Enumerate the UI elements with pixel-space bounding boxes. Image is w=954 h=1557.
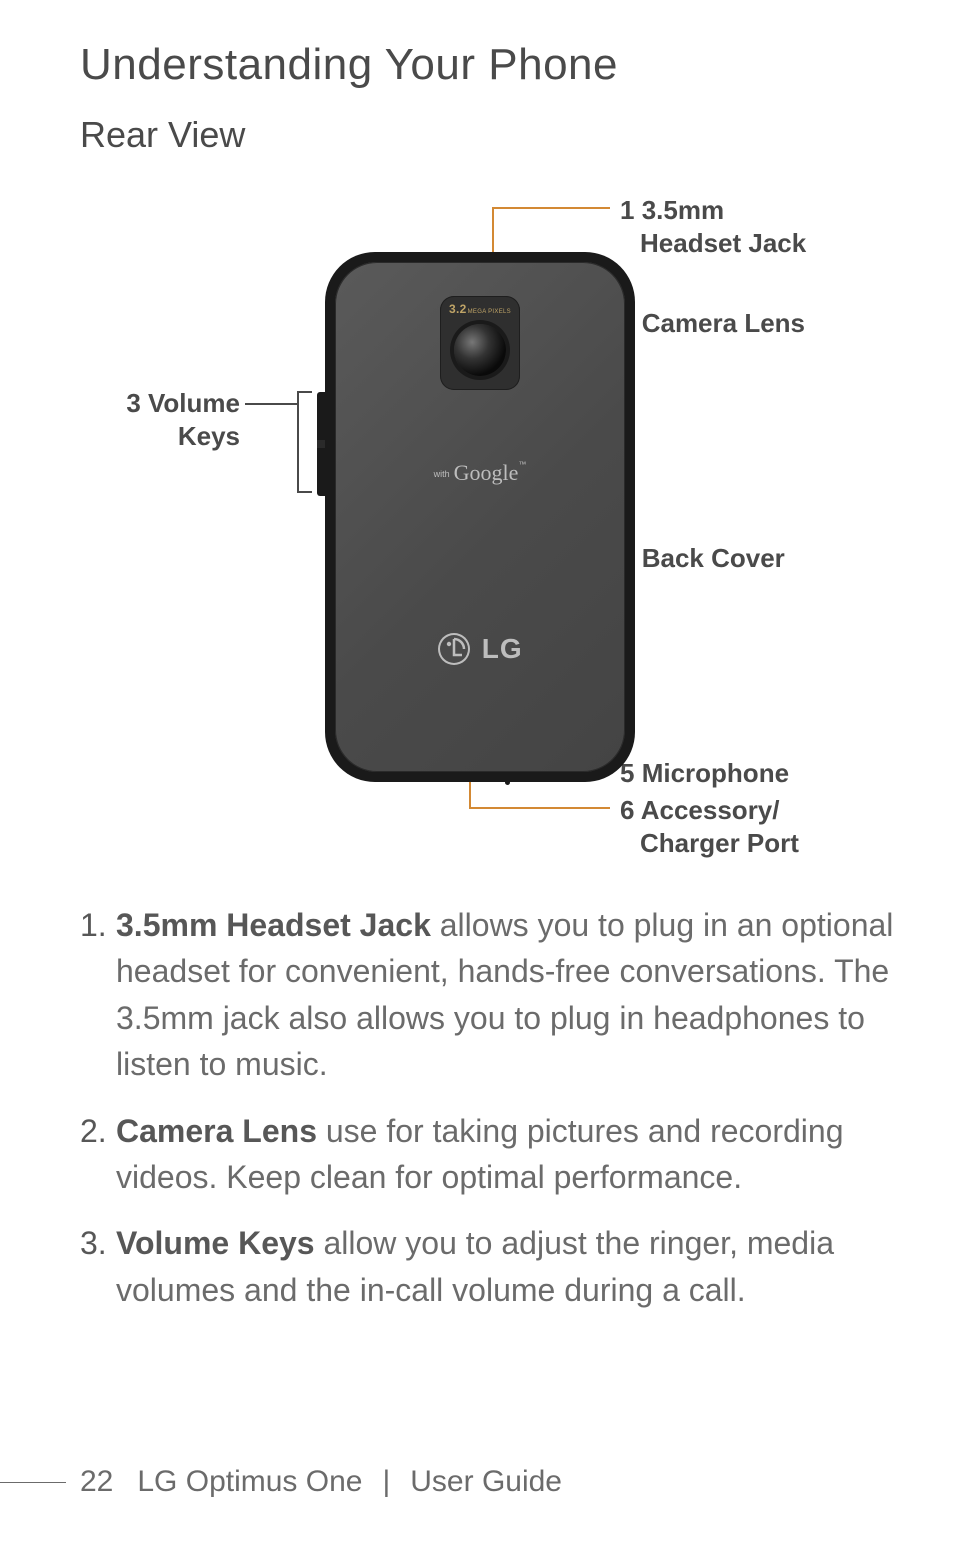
item-bold: Volume Keys (116, 1225, 315, 1261)
feature-item: 1. 3.5mm Headset Jack allows you to plug… (80, 902, 894, 1088)
mp-small: MEGA PIXELS (468, 309, 511, 315)
footer-rule (0, 1482, 66, 1483)
lg-text: LG (482, 633, 523, 665)
google-with: with (434, 469, 450, 479)
rear-view-diagram: 1 3.5mm Headset Jack 2 Camera Lens 3 Vol… (80, 172, 894, 872)
item-num: 3. (80, 1220, 116, 1313)
item-body: Camera Lens use for taking pictures and … (116, 1108, 894, 1201)
camera-module-icon: 3.2MEGA PIXELS (440, 296, 520, 390)
footer-separator: | (382, 1465, 390, 1499)
section-title: Rear View (80, 114, 894, 156)
feature-list: 1. 3.5mm Headset Jack allows you to plug… (80, 902, 894, 1313)
item-body: Volume Keys allow you to adjust the ring… (116, 1220, 894, 1313)
camera-mp-badge: 3.2MEGA PIXELS (440, 302, 520, 316)
footer-product: LG Optimus One (137, 1465, 362, 1499)
mp-big: 3.2 (449, 302, 467, 316)
feature-descriptions: 1. 3.5mm Headset Jack allows you to plug… (80, 902, 894, 1313)
volume-keys-icon (317, 392, 325, 496)
google-text: Google (454, 460, 519, 485)
item-bold: 3.5mm Headset Jack (116, 907, 431, 943)
feature-item: 2. Camera Lens use for taking pictures a… (80, 1108, 894, 1201)
item-num: 2. (80, 1108, 116, 1201)
google-badge: with Google™ (325, 460, 635, 486)
item-body: 3.5mm Headset Jack allows you to plug in… (116, 902, 894, 1088)
item-num: 1. (80, 902, 116, 1088)
feature-item: 3. Volume Keys allow you to adjust the r… (80, 1220, 894, 1313)
page-footer: 22 LG Optimus One | User Guide (0, 1465, 954, 1499)
footer-doc: User Guide (410, 1465, 562, 1499)
lg-logo: LG (325, 632, 635, 666)
item-bold: Camera Lens (116, 1113, 317, 1149)
page-title: Understanding Your Phone (80, 40, 894, 90)
page-number: 22 (80, 1465, 113, 1499)
lg-circle-icon (437, 632, 471, 666)
microphone-icon (505, 780, 510, 785)
camera-lens-icon (454, 324, 506, 376)
google-tm: ™ (518, 460, 526, 469)
phone-rear-illustration: 3.2MEGA PIXELS with Google™ LG (325, 252, 635, 782)
